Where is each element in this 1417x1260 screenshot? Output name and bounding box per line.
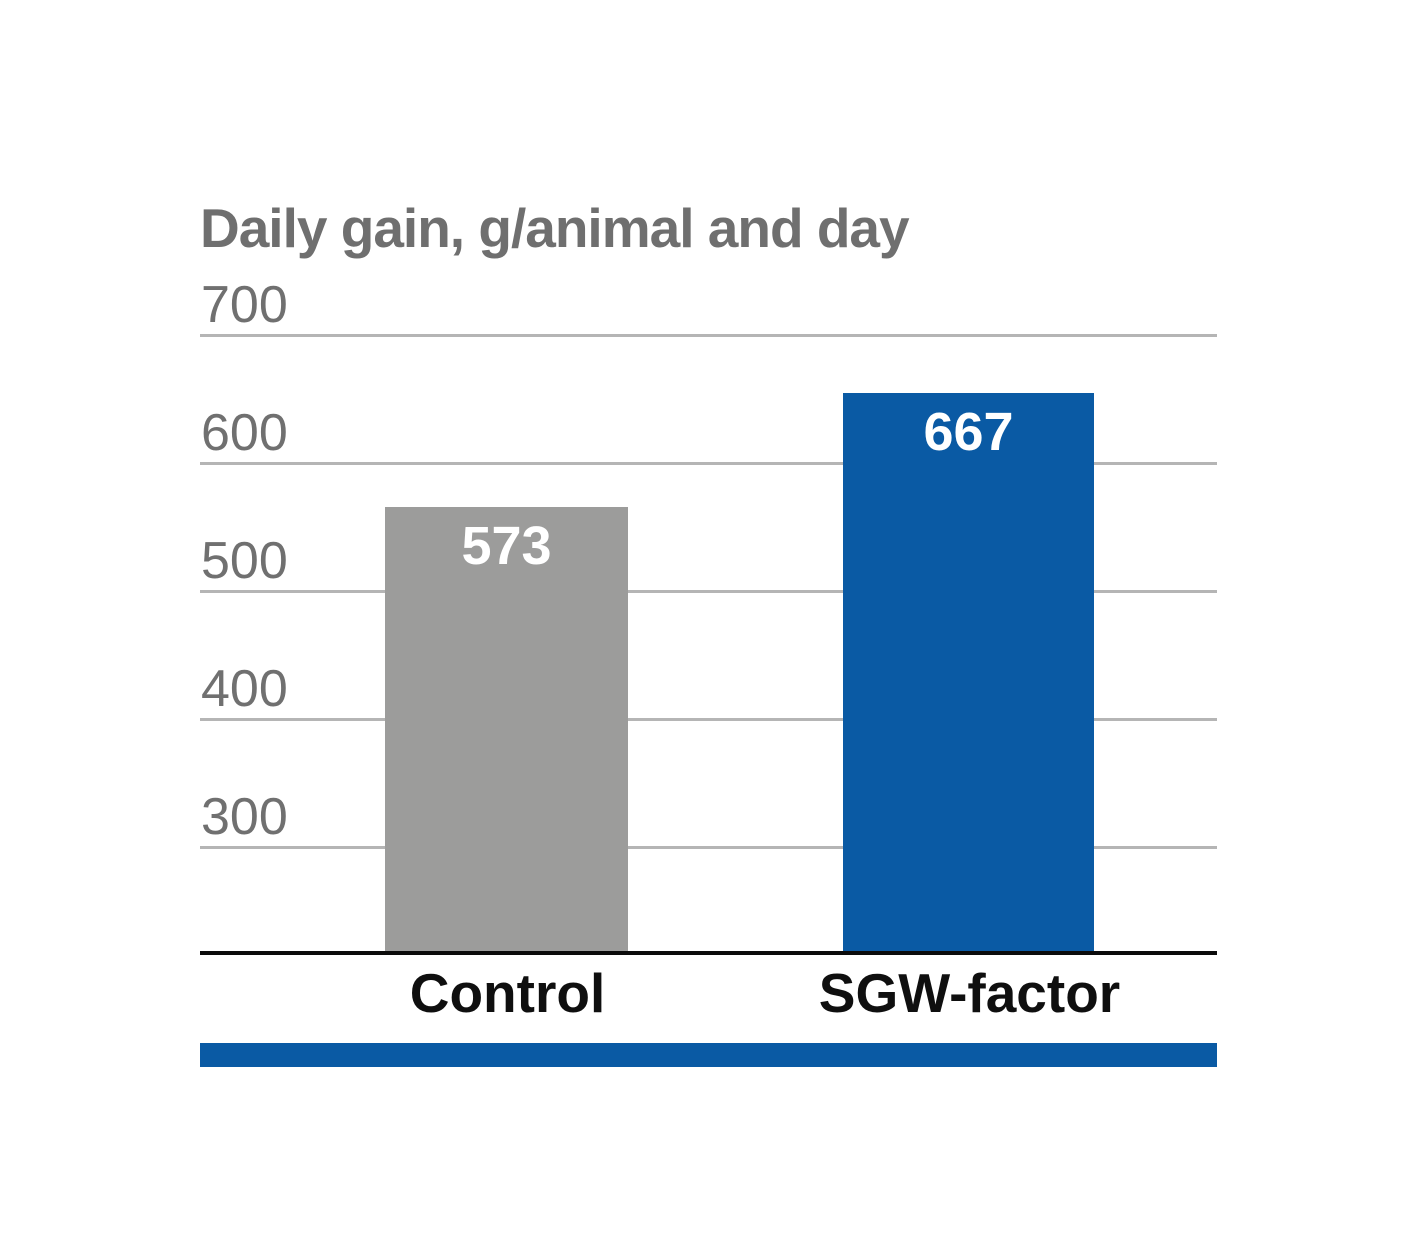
gridline-500 — [200, 590, 1217, 593]
gridline-600 — [200, 462, 1217, 465]
category-label-sgw-factor: SGW-factor — [818, 962, 1121, 1024]
y-tick-label-700: 700 — [201, 276, 288, 334]
bar-sgw-factor: 667 — [843, 392, 1094, 953]
gridline-400 — [200, 718, 1217, 721]
x-axis-line — [200, 951, 1217, 955]
y-tick-label-500: 500 — [201, 532, 288, 590]
bottom-accent-bar — [200, 1043, 1217, 1067]
chart-title: Daily gain, g/animal and day — [200, 197, 910, 259]
gridline-700 — [200, 334, 1217, 337]
bar-control: 573 — [385, 506, 628, 953]
y-tick-label-600: 600 — [201, 404, 288, 462]
gridline-300 — [200, 846, 1217, 849]
y-tick-label-300: 300 — [201, 788, 288, 846]
bar-value-label-control: 573 — [461, 515, 552, 576]
bar-value-label-sgw-factor: 667 — [923, 401, 1014, 462]
y-tick-label-400: 400 — [201, 660, 288, 718]
category-label-control: Control — [409, 962, 606, 1024]
